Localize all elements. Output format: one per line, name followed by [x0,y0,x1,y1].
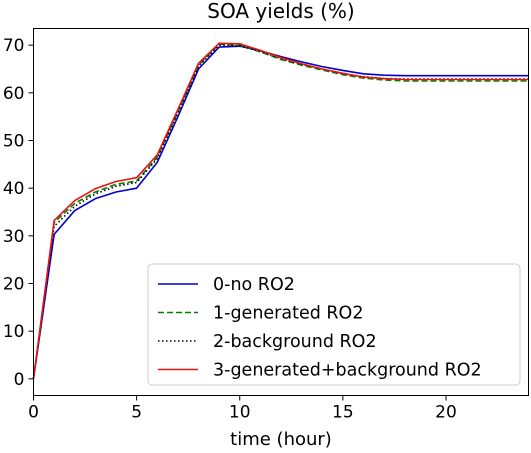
y-tick-label: 0 [14,370,25,390]
legend-box [147,263,521,386]
legend-entry-2: 2-background RO2 [213,332,377,352]
y-tick-label: 60 [3,84,25,104]
y-tick-label: 40 [3,179,25,199]
x-axis-label: time (hour) [230,429,332,449]
y-tick-label: 10 [3,322,25,342]
series-line-3 [32,42,529,379]
x-axis: 0 5 10 15 20 [28,395,457,423]
legend-entry-1: 1-generated RO2 [213,304,363,324]
y-axis: 0 10 20 30 40 50 60 70 [3,36,34,390]
y-tick-label: 50 [3,132,25,152]
x-tick-label: 5 [131,403,142,423]
y-tick-label: 20 [3,274,25,294]
chart-title: SOA yields (%) [207,0,354,23]
legend: 0-no RO2 1-generated RO2 2-background RO2 3… [147,263,521,386]
series-line-1 [32,43,529,379]
y-tick-label: 30 [3,227,25,247]
series-layer [32,42,529,379]
series-line-2 [32,44,529,379]
x-tick-label: 0 [28,403,39,423]
x-tick-label: 10 [229,403,251,423]
x-tick-label: 20 [435,403,457,423]
legend-entry-3: 3-generated+background RO2 [213,361,482,381]
legend-entry-0: 0-no RO2 [213,275,295,295]
x-tick-label: 15 [332,403,354,423]
y-tick-label: 70 [3,36,25,56]
plot-frame [33,28,529,396]
series-line-0 [32,45,529,379]
